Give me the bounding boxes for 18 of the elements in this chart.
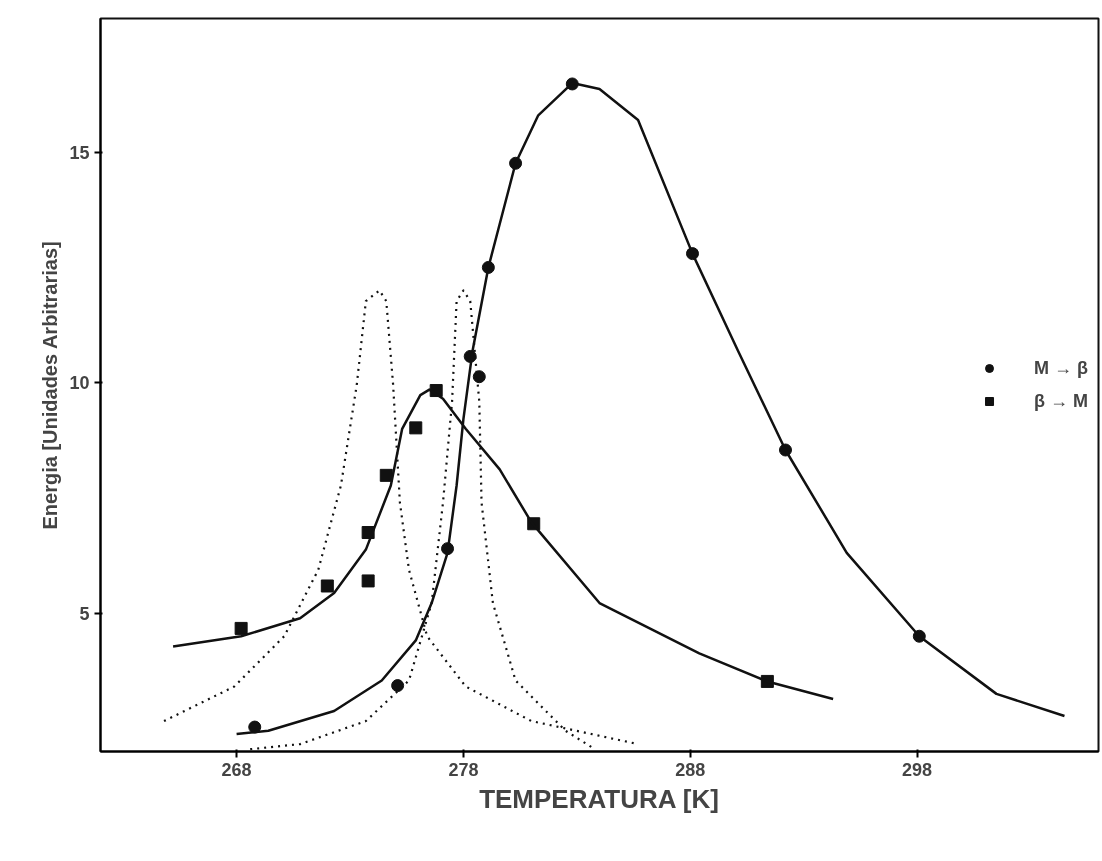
x-tick-label: 278 — [448, 759, 479, 780]
x-tick-label: 268 — [221, 759, 252, 780]
point — [472, 370, 486, 384]
legend-label: β → M — [1034, 390, 1088, 412]
x-tick-label: 298 — [902, 759, 933, 780]
point — [391, 679, 405, 693]
y-tick-label: 5 — [79, 603, 90, 624]
point — [234, 621, 248, 635]
y-tick-label: 10 — [69, 373, 90, 394]
x-axis-title: TEMPERATURA [K] — [479, 783, 719, 814]
point — [409, 421, 423, 435]
x-tick-label: 288 — [675, 759, 706, 780]
point — [320, 579, 334, 593]
y-tick-label: 15 — [69, 142, 90, 163]
point — [361, 574, 375, 588]
point — [379, 468, 393, 482]
y-axis-title: Energia [Unidades Arbitrarias] — [39, 241, 62, 530]
legend-label: M → β — [1034, 357, 1088, 379]
